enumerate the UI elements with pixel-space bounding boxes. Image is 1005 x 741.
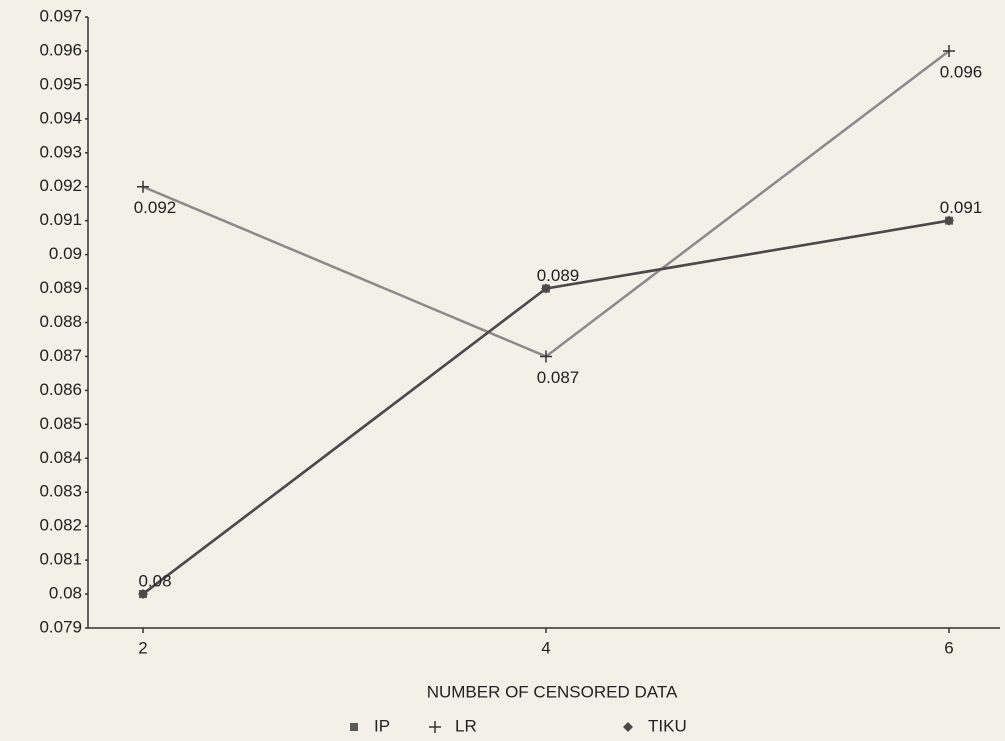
y-tick-label: 0.096	[39, 40, 82, 59]
y-tick-label: 0.082	[39, 516, 82, 535]
data-label: 0.096	[940, 62, 983, 81]
y-tick-label: 0.091	[39, 210, 82, 229]
x-tick-label: 6	[944, 638, 953, 657]
data-label: 0.087	[537, 368, 580, 387]
legend-marker	[623, 722, 633, 732]
y-tick-label: 0.09	[49, 244, 82, 263]
legend-label: LR	[455, 716, 477, 735]
y-tick-label: 0.079	[39, 617, 82, 636]
legend-marker	[350, 723, 358, 731]
point-marker	[540, 350, 552, 363]
x-axis-title: NUMBER OF CENSORED DATA	[427, 682, 678, 701]
point-marker	[138, 589, 148, 600]
series-line	[142, 49, 950, 358]
data-label: 0.092	[134, 198, 177, 217]
y-tick-label: 0.095	[39, 74, 82, 93]
y-tick-label: 0.086	[39, 380, 82, 399]
legend-marker	[429, 721, 441, 733]
y-tick-label: 0.094	[39, 108, 82, 127]
data-label: 0.091	[940, 198, 983, 217]
x-tick-label: 2	[138, 638, 147, 657]
y-tick-label: 0.092	[39, 176, 82, 195]
point-marker	[944, 215, 954, 226]
x-tick-label: 4	[541, 638, 550, 657]
y-tick-label: 0.084	[39, 448, 82, 467]
data-label: 0.08	[138, 572, 171, 591]
y-tick-label: 0.081	[39, 550, 82, 569]
point-marker	[137, 180, 149, 193]
y-tick-label: 0.087	[39, 346, 82, 365]
data-label: 0.089	[537, 266, 580, 285]
y-tick-label: 0.088	[39, 312, 82, 331]
y-tick-label: 0.093	[39, 142, 82, 161]
y-tick-label: 0.089	[39, 278, 82, 297]
y-tick-label: 0.083	[39, 482, 82, 501]
y-tick-label: 0.097	[39, 6, 82, 25]
y-tick-label: 0.08	[49, 584, 82, 603]
point-marker	[943, 44, 955, 57]
point-marker	[541, 283, 551, 294]
legend-label: TIKU	[648, 716, 687, 735]
y-tick-label: 0.085	[39, 414, 82, 433]
legend-label: IP	[374, 716, 390, 735]
